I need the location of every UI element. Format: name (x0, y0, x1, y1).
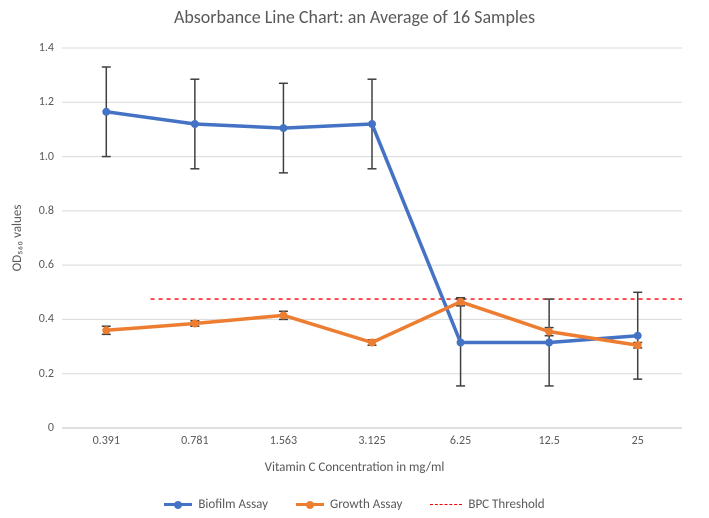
y-tick-label: 1.2 (14, 95, 54, 109)
legend-label: Growth Assay (330, 497, 402, 512)
y-axis-title: OD₅₆₀ values (10, 205, 25, 272)
absorbance-chart: Absorbance Line Chart: an Average of 16 … (0, 0, 709, 518)
legend: Biofilm Assay Growth Assay BPC Threshold (0, 497, 709, 512)
x-tick-label: 0.781 (181, 434, 208, 448)
legend-swatch (164, 503, 192, 507)
chart-svg (62, 48, 682, 428)
x-tick-label: 12.5 (539, 434, 560, 448)
legend-swatch-dash (430, 504, 462, 505)
x-tick-label: 1.563 (270, 434, 297, 448)
legend-label: BPC Threshold (468, 497, 544, 512)
legend-swatch (296, 503, 324, 507)
x-tick-label: 25 (632, 434, 644, 448)
x-tick-label: 3.125 (358, 434, 385, 448)
legend-item-threshold: BPC Threshold (430, 497, 544, 512)
chart-title: Absorbance Line Chart: an Average of 16 … (0, 6, 709, 28)
y-tick-label: 0 (14, 421, 54, 435)
x-tick-label: 6.25 (450, 434, 471, 448)
y-tick-label: 0.4 (14, 312, 54, 326)
plot-area (62, 48, 682, 428)
y-tick-label: 1.4 (14, 41, 54, 55)
y-tick-label: 1.0 (14, 150, 54, 164)
x-tick-label: 0.391 (93, 434, 120, 448)
y-tick-label: 0.2 (14, 367, 54, 381)
x-axis-title: Vitamin C Concentration in mg/ml (0, 460, 709, 475)
legend-label: Biofilm Assay (198, 497, 268, 512)
legend-item-biofilm: Biofilm Assay (164, 497, 268, 512)
legend-item-growth: Growth Assay (296, 497, 402, 512)
